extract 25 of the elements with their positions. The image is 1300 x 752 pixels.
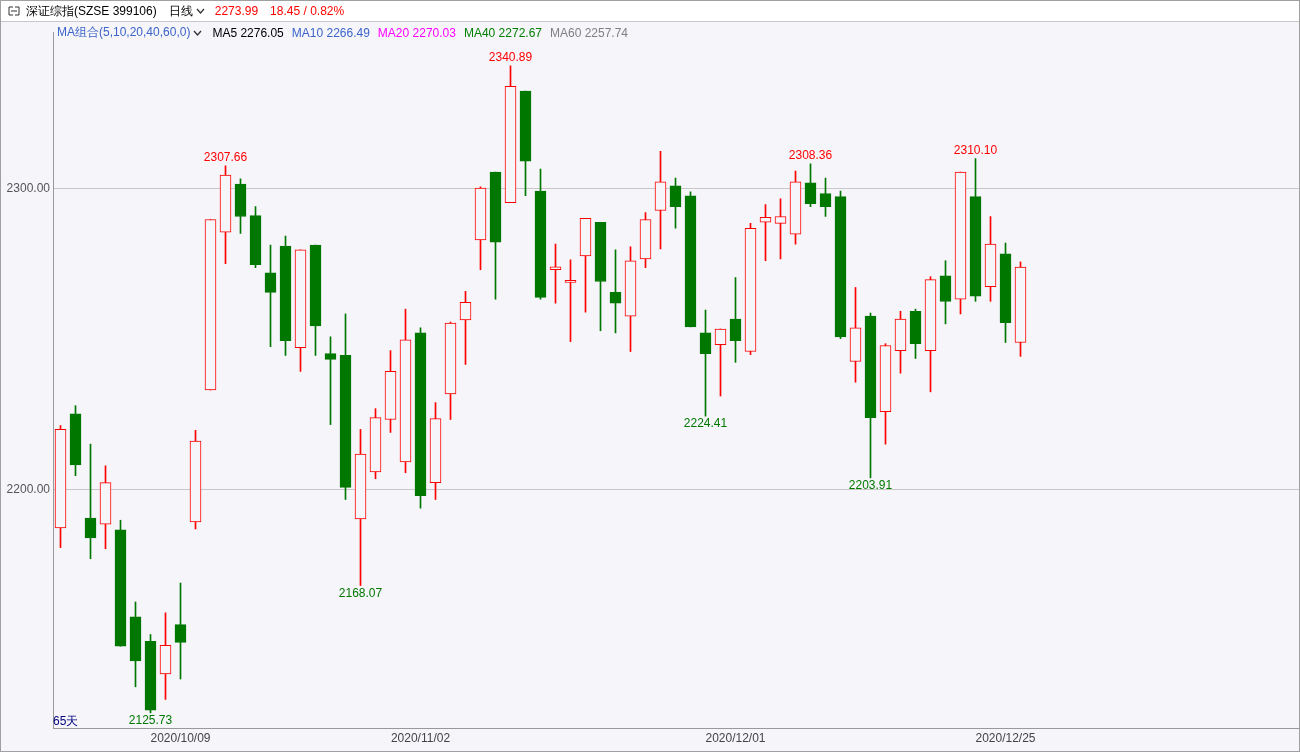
annotation: MA60 2257.74 [549,25,629,40]
annotation: 2125.73 [128,713,173,728]
x-tick-label: 2020/12/01 [705,730,766,745]
annotation: MA20 2270.03 [377,25,456,40]
annotation: MA5 2276.05 [212,25,284,40]
y-tick-label: 2300.00 [6,181,51,196]
annotation: 2307.66 [203,150,248,165]
annotation: 2310.10 [953,142,998,157]
text: 18.45 / 0.82% [270,4,345,18]
annotation: MA10 2266.49 [291,25,370,40]
annotation: MA40 2272.67 [463,25,542,40]
annotation: 2308.36 [788,148,833,163]
text: 2273.99 [214,4,259,18]
x-tick-label: 2020/12/25 [975,730,1036,745]
annotation: 65天 [53,713,79,730]
annotation: MA组合(5,10,20,40,60,0) [57,24,191,41]
chart-subtitle: 日线 [168,2,193,20]
chart-title: 深证综指(SZSE 399106) [26,2,157,20]
annotation: 2203.91 [848,478,893,493]
x-tick-label: 2020/11/02 [390,730,451,745]
annotation: 2224.41 [683,416,728,431]
annotation: 2168.07 [338,585,383,600]
y-tick-label: 2200.00 [6,481,51,496]
x-tick-label: 2020/10/09 [150,730,211,745]
annotation: 2340.89 [488,50,533,65]
